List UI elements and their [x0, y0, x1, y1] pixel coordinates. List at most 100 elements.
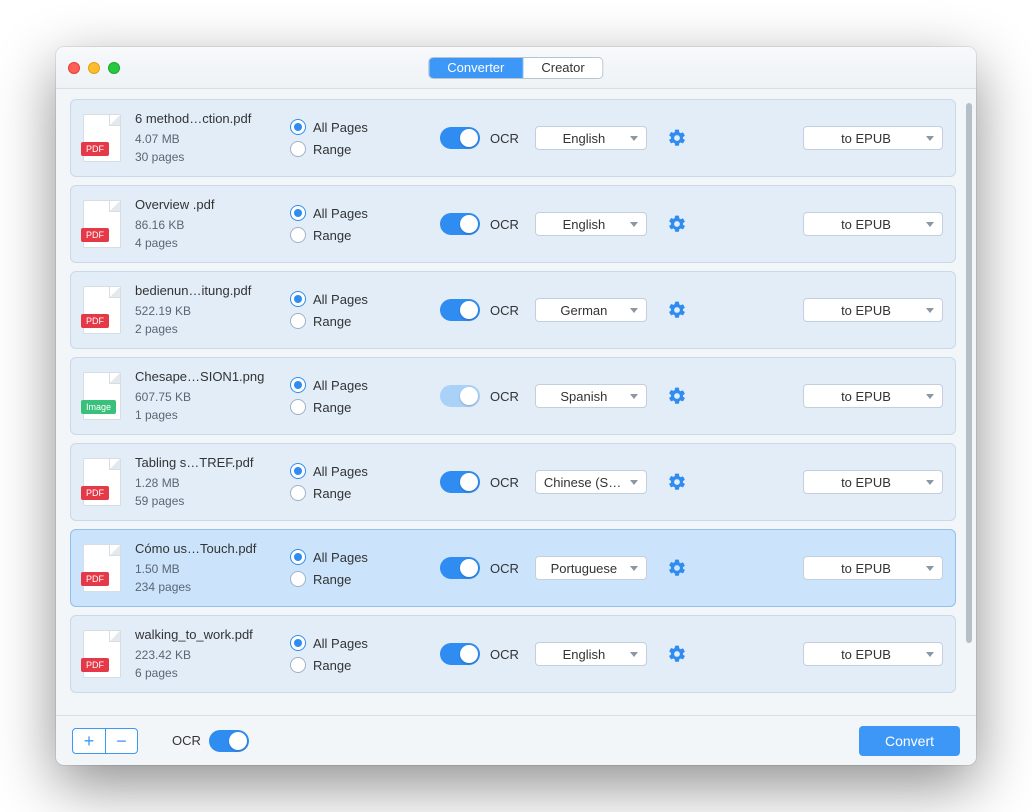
- file-row[interactable]: Image Chesape…SION1.png 607.75 KB 1 page…: [70, 357, 956, 435]
- file-row[interactable]: PDF 6 method…ction.pdf 4.07 MB 30 pages …: [70, 99, 956, 177]
- radio-label: All Pages: [313, 550, 368, 565]
- page-range-options: All Pages Range: [290, 202, 410, 246]
- radio-label: All Pages: [313, 464, 368, 479]
- ocr-toggle[interactable]: [440, 471, 480, 493]
- radio-all-pages[interactable]: All Pages: [290, 460, 410, 482]
- radio-icon: [290, 141, 306, 157]
- ocr-label: OCR: [490, 389, 519, 404]
- output-format-select[interactable]: to EPUB: [803, 126, 943, 150]
- format-column: to EPUB: [803, 212, 943, 236]
- ocr-toggle[interactable]: [440, 385, 480, 407]
- ocr-settings-icon[interactable]: [667, 472, 687, 492]
- output-format-value: to EPUB: [812, 131, 920, 146]
- tab-converter[interactable]: Converter: [429, 58, 522, 78]
- scrollbar[interactable]: [962, 89, 976, 715]
- file-name: walking_to_work.pdf: [135, 627, 290, 642]
- ocr-toggle[interactable]: [440, 213, 480, 235]
- radio-range[interactable]: Range: [290, 396, 410, 418]
- ocr-toggle[interactable]: [440, 557, 480, 579]
- ocr-settings-icon[interactable]: [667, 300, 687, 320]
- language-select[interactable]: German: [535, 298, 647, 322]
- file-size: 1.50 MB: [135, 560, 290, 578]
- language-select[interactable]: Spanish: [535, 384, 647, 408]
- output-format-select[interactable]: to EPUB: [803, 470, 943, 494]
- radio-all-pages[interactable]: All Pages: [290, 116, 410, 138]
- language-select[interactable]: English: [535, 212, 647, 236]
- output-format-select[interactable]: to EPUB: [803, 384, 943, 408]
- ocr-settings-icon[interactable]: [667, 386, 687, 406]
- close-window-button[interactable]: [68, 62, 80, 74]
- ocr-settings-icon[interactable]: [667, 558, 687, 578]
- radio-icon: [290, 205, 306, 221]
- file-name: Tabling s…TREF.pdf: [135, 455, 290, 470]
- ocr-settings-icon[interactable]: [667, 644, 687, 664]
- file-size: 522.19 KB: [135, 302, 290, 320]
- add-file-button[interactable]: +: [73, 729, 105, 753]
- file-row[interactable]: PDF Cómo us…Touch.pdf 1.50 MB 234 pages …: [70, 529, 956, 607]
- file-row[interactable]: PDF Overview .pdf 86.16 KB 4 pages All P…: [70, 185, 956, 263]
- ocr-settings-icon[interactable]: [667, 128, 687, 148]
- radio-label: Range: [313, 314, 351, 329]
- file-type-tag: PDF: [81, 314, 109, 328]
- radio-icon: [290, 313, 306, 329]
- radio-icon: [290, 571, 306, 587]
- ocr-toggle[interactable]: [440, 643, 480, 665]
- radio-all-pages[interactable]: All Pages: [290, 202, 410, 224]
- scrollbar-thumb[interactable]: [966, 103, 972, 643]
- ocr-toggle[interactable]: [440, 127, 480, 149]
- page-range-options: All Pages Range: [290, 116, 410, 160]
- radio-all-pages[interactable]: All Pages: [290, 632, 410, 654]
- language-select[interactable]: Chinese (Simpli…: [535, 470, 647, 494]
- radio-all-pages[interactable]: All Pages: [290, 546, 410, 568]
- ocr-master-toggle[interactable]: [209, 730, 249, 752]
- ocr-settings-icon[interactable]: [667, 214, 687, 234]
- language-value: English: [544, 131, 624, 146]
- file-type-tag: PDF: [81, 228, 109, 242]
- ocr-label: OCR: [490, 131, 519, 146]
- output-format-value: to EPUB: [812, 561, 920, 576]
- chevron-down-icon: [926, 136, 934, 141]
- language-select[interactable]: English: [535, 126, 647, 150]
- ocr-label: OCR: [490, 303, 519, 318]
- remove-file-button[interactable]: −: [105, 729, 137, 753]
- output-format-value: to EPUB: [812, 389, 920, 404]
- radio-range[interactable]: Range: [290, 654, 410, 676]
- language-select[interactable]: English: [535, 642, 647, 666]
- language-select[interactable]: Portuguese: [535, 556, 647, 580]
- file-meta: Chesape…SION1.png 607.75 KB 1 pages: [135, 369, 290, 424]
- file-type-icon: Image: [83, 372, 121, 420]
- radio-range[interactable]: Range: [290, 224, 410, 246]
- language-value: Spanish: [544, 389, 624, 404]
- radio-range[interactable]: Range: [290, 310, 410, 332]
- file-row[interactable]: PDF Tabling s…TREF.pdf 1.28 MB 59 pages …: [70, 443, 956, 521]
- output-format-value: to EPUB: [812, 217, 920, 232]
- maximize-window-button[interactable]: [108, 62, 120, 74]
- radio-icon: [290, 119, 306, 135]
- radio-icon: [290, 657, 306, 673]
- add-remove-group: + −: [72, 728, 138, 754]
- radio-range[interactable]: Range: [290, 482, 410, 504]
- radio-icon: [290, 291, 306, 307]
- file-row[interactable]: PDF walking_to_work.pdf 223.42 KB 6 page…: [70, 615, 956, 693]
- output-format-select[interactable]: to EPUB: [803, 298, 943, 322]
- format-column: to EPUB: [803, 298, 943, 322]
- radio-label: Range: [313, 658, 351, 673]
- radio-range[interactable]: Range: [290, 138, 410, 160]
- app-window: Converter Creator PDF 6 method…ction.pdf…: [56, 47, 976, 765]
- radio-all-pages[interactable]: All Pages: [290, 374, 410, 396]
- output-format-select[interactable]: to EPUB: [803, 212, 943, 236]
- ocr-toggle[interactable]: [440, 299, 480, 321]
- output-format-select[interactable]: to EPUB: [803, 642, 943, 666]
- file-type-tag: Image: [81, 400, 116, 414]
- chevron-down-icon: [926, 222, 934, 227]
- ocr-group: OCR English: [440, 212, 687, 236]
- radio-label: All Pages: [313, 120, 368, 135]
- convert-button[interactable]: Convert: [859, 726, 960, 756]
- radio-all-pages[interactable]: All Pages: [290, 288, 410, 310]
- radio-range[interactable]: Range: [290, 568, 410, 590]
- output-format-select[interactable]: to EPUB: [803, 556, 943, 580]
- file-meta: Cómo us…Touch.pdf 1.50 MB 234 pages: [135, 541, 290, 596]
- minimize-window-button[interactable]: [88, 62, 100, 74]
- file-row[interactable]: PDF bedienun…itung.pdf 522.19 KB 2 pages…: [70, 271, 956, 349]
- tab-creator[interactable]: Creator: [522, 58, 602, 78]
